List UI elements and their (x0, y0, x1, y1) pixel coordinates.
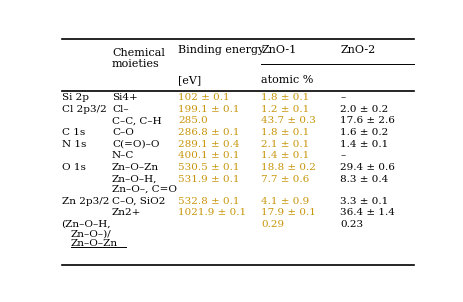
Text: Cl 2p3/2: Cl 2p3/2 (62, 105, 106, 114)
Text: Zn–O–)/: Zn–O–)/ (70, 230, 111, 239)
Text: atomic %: atomic % (261, 75, 313, 85)
Text: 1.2 ± 0.1: 1.2 ± 0.1 (261, 105, 309, 114)
Text: 1021.9 ± 0.1: 1021.9 ± 0.1 (178, 208, 246, 217)
Text: ZnO-2: ZnO-2 (339, 45, 375, 55)
Text: ZnO-1: ZnO-1 (261, 45, 296, 55)
Text: 289.1 ± 0.4: 289.1 ± 0.4 (178, 140, 239, 149)
Text: Zn–O–H,
Zn–O–, C=O: Zn–O–H, Zn–O–, C=O (112, 175, 176, 194)
Text: 286.8 ± 0.1: 286.8 ± 0.1 (178, 128, 239, 137)
Text: C(=O)–O: C(=O)–O (112, 140, 159, 149)
Text: C–O: C–O (112, 128, 133, 137)
Text: Si 2p: Si 2p (62, 93, 88, 102)
Text: O 1s: O 1s (62, 163, 85, 172)
Text: 18.8 ± 0.2: 18.8 ± 0.2 (261, 163, 315, 172)
Text: 29.4 ± 0.6: 29.4 ± 0.6 (339, 163, 394, 172)
Text: 17.9 ± 0.1: 17.9 ± 0.1 (261, 208, 315, 217)
Text: 1.4 ± 0.1: 1.4 ± 0.1 (339, 140, 388, 149)
Text: Zn 2p3/2: Zn 2p3/2 (62, 197, 109, 206)
Text: 0.23: 0.23 (339, 220, 363, 229)
Text: 285.0: 285.0 (178, 117, 208, 125)
Text: Cl–: Cl– (112, 105, 128, 114)
Text: Zn–O–Zn: Zn–O–Zn (112, 163, 159, 172)
Text: C 1s: C 1s (62, 128, 85, 137)
Text: 199.1 ± 0.1: 199.1 ± 0.1 (178, 105, 239, 114)
Text: C–O, SiO2: C–O, SiO2 (112, 197, 165, 206)
Text: 8.3 ± 0.4: 8.3 ± 0.4 (339, 175, 388, 184)
Text: 1.8 ± 0.1: 1.8 ± 0.1 (261, 128, 309, 137)
Text: 36.4 ± 1.4: 36.4 ± 1.4 (339, 208, 394, 217)
Text: 7.7 ± 0.6: 7.7 ± 0.6 (261, 175, 309, 184)
Text: 1.6 ± 0.2: 1.6 ± 0.2 (339, 128, 388, 137)
Text: 532.8 ± 0.1: 532.8 ± 0.1 (178, 197, 239, 206)
Text: 1.4 ± 0.1: 1.4 ± 0.1 (261, 151, 309, 160)
Text: Binding energy: Binding energy (178, 45, 264, 55)
Text: [eV]: [eV] (178, 75, 201, 85)
Text: (Zn–O–H,: (Zn–O–H, (62, 220, 111, 229)
Text: 3.3 ± 0.1: 3.3 ± 0.1 (339, 197, 388, 206)
Text: Zn2+: Zn2+ (112, 208, 141, 217)
Text: 1.8 ± 0.1: 1.8 ± 0.1 (261, 93, 309, 102)
Text: 102 ± 0.1: 102 ± 0.1 (178, 93, 230, 102)
Text: 0.29: 0.29 (261, 220, 284, 229)
Text: 17.6 ± 2.6: 17.6 ± 2.6 (339, 117, 394, 125)
Text: –: – (339, 151, 345, 160)
Text: Zn–O–Zn: Zn–O–Zn (70, 239, 118, 249)
Text: N–C: N–C (112, 151, 134, 160)
Text: 2.1 ± 0.1: 2.1 ± 0.1 (261, 140, 309, 149)
Text: 4.1 ± 0.9: 4.1 ± 0.9 (261, 197, 309, 206)
Text: Chemical
moieties: Chemical moieties (112, 48, 164, 69)
Text: 43.7 ± 0.3: 43.7 ± 0.3 (261, 117, 315, 125)
Text: 400.1 ± 0.1: 400.1 ± 0.1 (178, 151, 239, 160)
Text: 530.5 ± 0.1: 530.5 ± 0.1 (178, 163, 239, 172)
Text: Si4+: Si4+ (112, 93, 138, 102)
Text: 531.9 ± 0.1: 531.9 ± 0.1 (178, 175, 239, 184)
Text: C–C, C–H: C–C, C–H (112, 117, 161, 125)
Text: 2.0 ± 0.2: 2.0 ± 0.2 (339, 105, 388, 114)
Text: –: – (339, 93, 345, 102)
Text: N 1s: N 1s (62, 140, 86, 149)
